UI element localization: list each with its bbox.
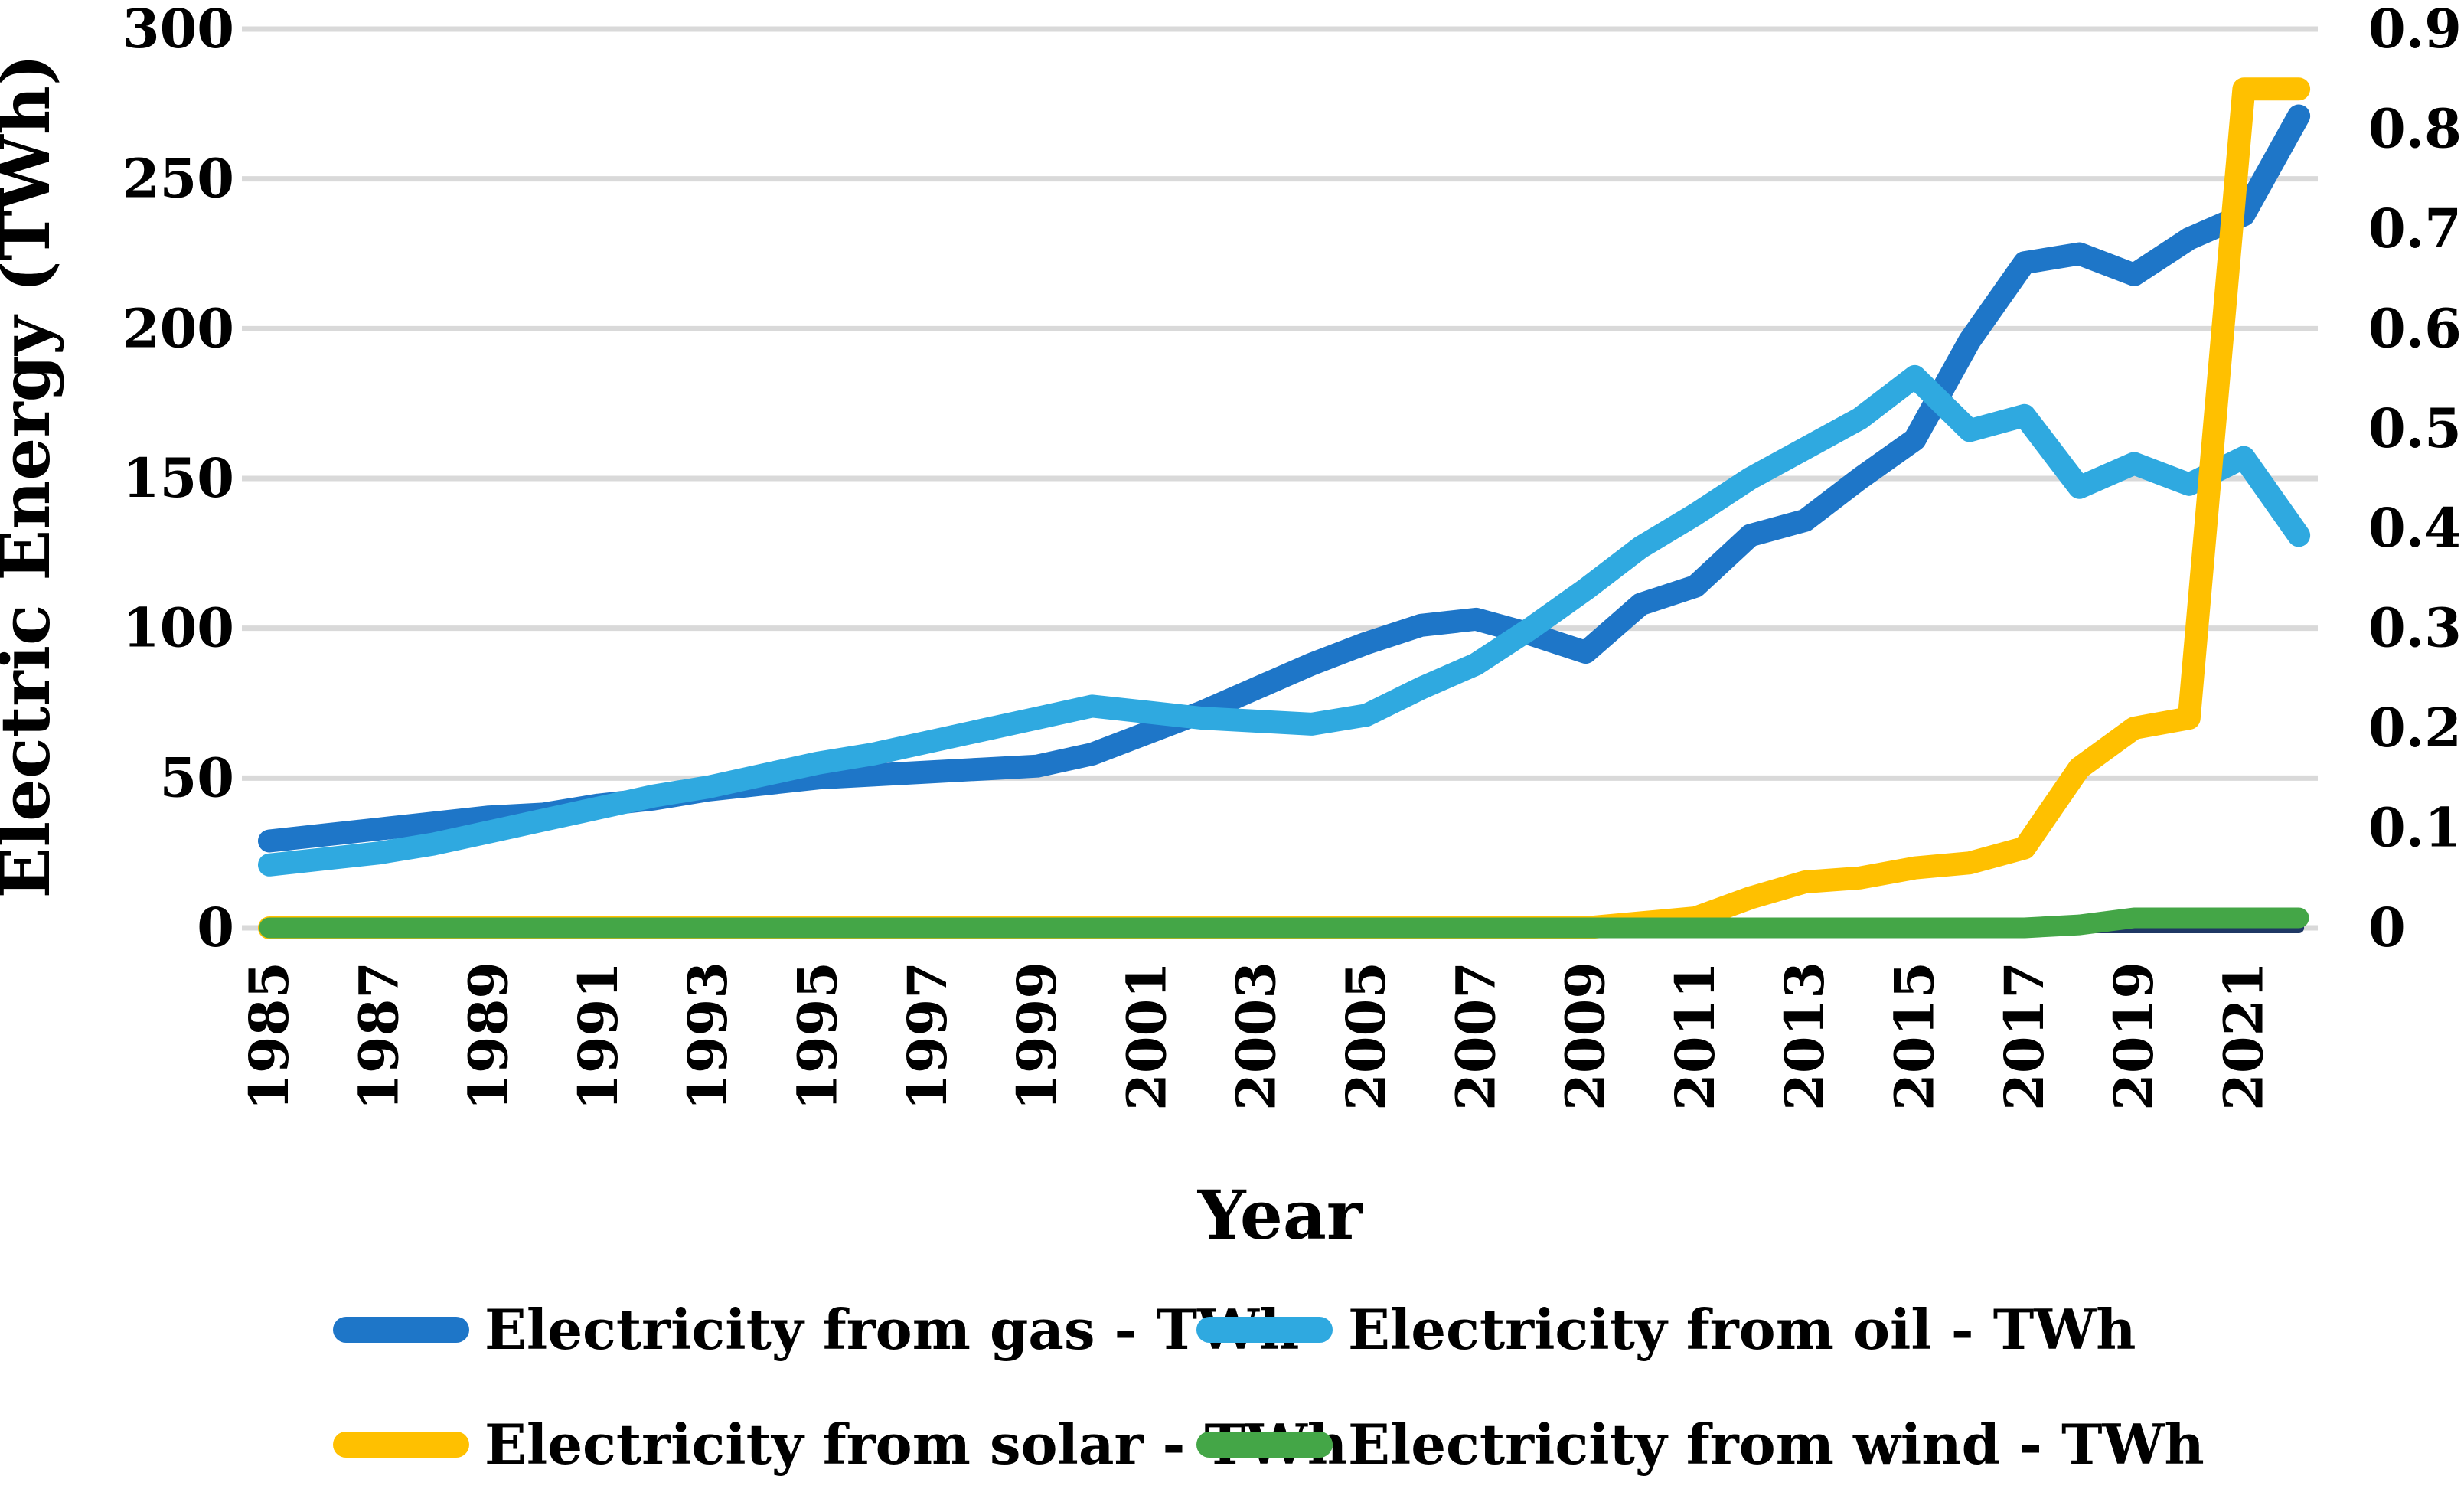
y-left-tick-250: 250	[122, 147, 234, 211]
x-tick-1989: 1989	[457, 962, 521, 1111]
legend-swatch-solar	[333, 1432, 469, 1458]
y-left-tick-200: 200	[122, 296, 234, 360]
y-right-tick-0.1: 0.1	[2368, 796, 2462, 860]
y-right-tick-0.2: 0.2	[2368, 696, 2462, 759]
x-tick-1995: 1995	[786, 962, 850, 1111]
y-left-tick-300: 300	[122, 0, 234, 60]
x-tick-2009: 2009	[1554, 962, 1617, 1111]
x-tick-2015: 2015	[1883, 962, 1947, 1111]
y-left-tick-100: 100	[122, 596, 234, 660]
x-tick-2001: 2001	[1115, 962, 1178, 1111]
x-tick-2017: 2017	[1992, 962, 2056, 1111]
left-axis-ticks: 300 250 200 150 100 50 0	[122, 0, 234, 959]
legend-label-wind: Electricity from wind - TWh	[1348, 1412, 2205, 1477]
x-tick-2021: 2021	[2211, 962, 2275, 1111]
legend-swatch-gas	[333, 1317, 469, 1343]
legend-label-oil: Electricity from oil - TWh	[1348, 1297, 2136, 1362]
legend-swatch-oil	[1196, 1317, 1333, 1343]
series-line-oil	[258, 364, 2311, 877]
y-right-tick-0: 0	[2368, 896, 2406, 959]
x-tick-1991: 1991	[566, 962, 630, 1111]
x-tick-1993: 1993	[676, 962, 739, 1111]
x-tick-1985: 1985	[237, 962, 301, 1111]
x-tick-1987: 1987	[347, 962, 410, 1111]
x-axis-title: Year	[1197, 1175, 1363, 1255]
y-right-tick-0.6: 0.6	[2368, 296, 2462, 360]
legend-swatch-wind	[1196, 1432, 1333, 1458]
x-tick-2007: 2007	[1444, 962, 1507, 1111]
y-right-tick-0.4: 0.4	[2368, 496, 2462, 560]
x-tick-2013: 2013	[1773, 962, 1836, 1111]
y-left-tick-150: 150	[122, 446, 234, 510]
right-axis-ticks: 0.9 0.8 0.7 0.6 0.5 0.4 0.3 0.2 0.1 0	[2368, 0, 2462, 959]
y-right-tick-0.8: 0.8	[2368, 96, 2462, 160]
x-tick-2019: 2019	[2102, 962, 2165, 1111]
legend: Electricity from gas - TWh Electricity fr…	[333, 1297, 2205, 1477]
y-left-tick-50: 50	[160, 746, 234, 809]
x-tick-2005: 2005	[1334, 962, 1398, 1111]
series-lines	[258, 77, 2311, 939]
series-line-wind	[259, 907, 2309, 939]
legend-label-gas: Electricity from gas - TWh	[485, 1297, 1299, 1362]
x-tick-2003: 2003	[1225, 962, 1288, 1111]
y-right-tick-0.5: 0.5	[2368, 397, 2462, 460]
y-right-tick-0.9: 0.9	[2368, 0, 2462, 60]
x-tick-1999: 1999	[1005, 962, 1069, 1111]
x-tick-2011: 2011	[1663, 962, 1727, 1111]
y-right-tick-0.3: 0.3	[2368, 596, 2462, 660]
x-axis-ticks: 1985 1987 1989 1991 1993 1995 1997 1999 2001 2003…	[237, 962, 2275, 1111]
y-axis-title: Electric Energy (TWh)	[0, 54, 65, 898]
x-tick-1997: 1997	[896, 962, 959, 1111]
gridlines	[242, 26, 2318, 931]
y-left-tick-0: 0	[197, 896, 234, 959]
y-right-tick-0.7: 0.7	[2368, 197, 2462, 260]
